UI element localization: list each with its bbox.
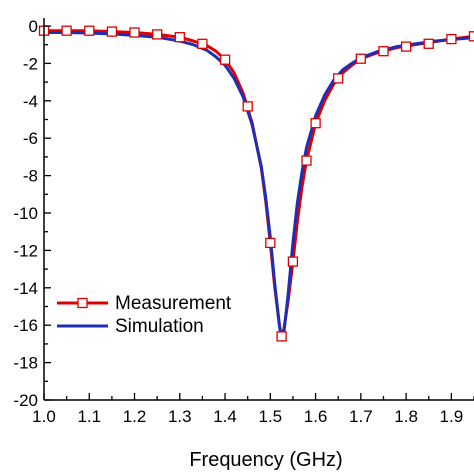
data-point-marker	[152, 29, 163, 40]
y-tick-label: -4	[23, 92, 38, 111]
data-point-marker	[301, 155, 312, 166]
data-point-marker	[378, 46, 389, 57]
data-point-marker	[174, 32, 185, 43]
y-tick-label: -2	[23, 54, 38, 73]
axis-layer	[43, 18, 474, 401]
data-point-marker	[129, 27, 140, 38]
data-point-marker	[106, 26, 118, 37]
data-point-marker	[333, 73, 344, 84]
x-tick-label: 1.5	[258, 407, 282, 426]
data-point-marker	[310, 118, 321, 129]
y-tick-label: -12	[13, 241, 38, 260]
data-point-marker	[400, 41, 412, 52]
data-point-marker	[197, 38, 208, 49]
x-tick-label: 1.3	[168, 407, 192, 426]
y-tick-label: -14	[13, 279, 38, 298]
x-tick-label: 1.6	[304, 407, 328, 426]
series-line-measurement	[44, 29, 474, 338]
y-tick-label: -6	[23, 129, 38, 148]
x-tick-label: 1.7	[349, 407, 373, 426]
marker-layer	[38, 25, 474, 342]
x-axis-title: Frequency (GHz)	[189, 449, 342, 471]
legend-label-simulation: Simulation	[115, 316, 204, 337]
x-tick-label: 1.4	[213, 407, 237, 426]
x-tick-label: 1.9	[440, 407, 464, 426]
data-point-marker	[84, 25, 95, 36]
y-tick-label: -8	[23, 167, 38, 186]
data-point-marker	[423, 38, 434, 49]
series-line-simulation	[44, 31, 474, 342]
y-tick-label: 0	[29, 17, 38, 36]
y-tick-label: -16	[13, 316, 38, 335]
plot-area: 0 -2 -4 -6 -8 -10 -12 -14 -16 -18 -201.0 1.1 1.2 1.3 1…	[13, 17, 474, 426]
tick-label-layer: 0 -2 -4 -6 -8 -10 -12 -14 -16 -18 -201.0 1.1 1.2 1.3 1…	[13, 17, 463, 426]
data-point-marker	[287, 256, 299, 267]
data-point-marker	[468, 31, 474, 42]
data-point-marker	[355, 53, 366, 64]
data-point-marker	[219, 54, 231, 65]
data-point-marker	[276, 331, 287, 342]
data-point-marker	[242, 101, 253, 112]
data-point-marker	[61, 25, 72, 36]
legend-marker-measurement	[77, 297, 88, 309]
data-point-marker	[446, 33, 457, 45]
legend: Measurement Simulation	[57, 293, 232, 337]
y-tick-label: -10	[13, 204, 38, 223]
legend-label-measurement: Measurement	[115, 293, 232, 314]
x-tick-label: 1.8	[394, 407, 418, 426]
y-tick-label: -18	[13, 354, 38, 373]
data-point-marker	[265, 237, 276, 249]
y-tick-label: -20	[13, 391, 38, 410]
series-layer	[44, 29, 474, 342]
x-tick-label: 1.1	[77, 407, 101, 426]
x-tick-label: 1.0	[32, 407, 56, 426]
x-tick-label: 1.2	[123, 407, 147, 426]
